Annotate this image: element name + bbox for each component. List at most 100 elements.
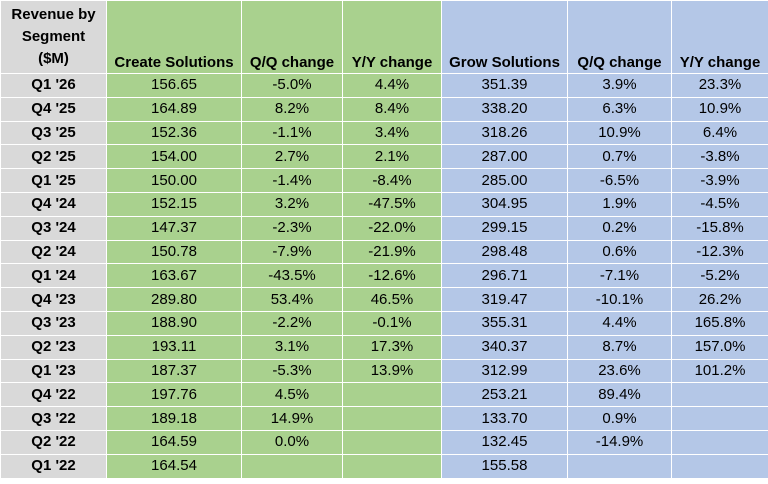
- grow-qq-cell: 1.9%: [567, 191, 672, 217]
- grow-yy-cell: 10.9%: [671, 96, 768, 122]
- quarter-cell: Q3 '24: [0, 215, 107, 241]
- grow-solutions-cell: 132.45: [441, 429, 568, 455]
- create-qq-cell: 3.1%: [241, 334, 343, 360]
- create-qq-cell: -5.3%: [241, 358, 343, 384]
- grow-yy-cell: -3.8%: [671, 144, 768, 170]
- quarter-cell: Q1 '25: [0, 168, 107, 193]
- create-yy-cell: 2.1%: [342, 144, 442, 170]
- grow-qq-cell: 10.9%: [567, 120, 672, 146]
- create-qq-cell: 14.9%: [241, 406, 343, 431]
- grow-yy-cell: 157.0%: [671, 334, 768, 360]
- create-solutions-cell: 289.80: [106, 287, 242, 312]
- header-create-qq: Q/Q change: [241, 0, 343, 74]
- grow-qq-cell: 89.4%: [567, 382, 672, 408]
- quarter-cell: Q1 '23: [0, 358, 107, 384]
- create-qq-cell: -43.5%: [241, 263, 343, 289]
- create-solutions-cell: 164.89: [106, 96, 242, 122]
- create-qq-cell: -1.1%: [241, 120, 343, 146]
- create-qq-cell: 2.7%: [241, 144, 343, 170]
- grow-qq-cell: -14.9%: [567, 429, 672, 455]
- header-row: Revenue by Segment ($M) Create Solutions…: [0, 0, 768, 74]
- quarter-cell: Q4 '25: [0, 96, 107, 122]
- table-row: Q3 '25 152.36 -1.1% 3.4% 318.26 10.9% 6.4%: [0, 120, 768, 146]
- create-solutions-cell: 189.18: [106, 406, 242, 431]
- create-solutions-cell: 197.76: [106, 382, 242, 408]
- header-grow-yy: Y/Y change: [671, 0, 768, 74]
- create-solutions-cell: 147.37: [106, 215, 242, 241]
- grow-yy-cell: -3.9%: [671, 168, 768, 193]
- grow-yy-cell: -15.8%: [671, 215, 768, 241]
- quarter-cell: Q4 '23: [0, 287, 107, 312]
- create-qq-cell: -1.4%: [241, 168, 343, 193]
- table-row: Q2 '23 193.11 3.1% 17.3% 340.37 8.7% 157.0%: [0, 334, 768, 360]
- grow-qq-cell: 23.6%: [567, 358, 672, 384]
- grow-qq-cell: 0.6%: [567, 239, 672, 265]
- create-solutions-cell: 164.59: [106, 429, 242, 455]
- grow-solutions-cell: 351.39: [441, 73, 568, 98]
- grow-qq-cell: 0.2%: [567, 215, 672, 241]
- grow-solutions-cell: 298.48: [441, 239, 568, 265]
- header-create-yy: Y/Y change: [342, 0, 442, 74]
- grow-solutions-cell: 133.70: [441, 406, 568, 431]
- grow-yy-cell: 6.4%: [671, 120, 768, 146]
- create-yy-cell: 13.9%: [342, 358, 442, 384]
- grow-yy-cell: 26.2%: [671, 287, 768, 312]
- table-row: Q2 '25 154.00 2.7% 2.1% 287.00 0.7% -3.8%: [0, 144, 768, 170]
- create-yy-cell: 3.4%: [342, 120, 442, 146]
- grow-yy-cell: [671, 453, 768, 479]
- header-grow-qq: Q/Q change: [567, 0, 672, 74]
- create-solutions-cell: 154.00: [106, 144, 242, 170]
- header-create-solutions: Create Solutions: [106, 0, 242, 74]
- table-row: Q3 '24 147.37 -2.3% -22.0% 299.15 0.2% -15.8%: [0, 215, 768, 241]
- corner-header-line: Revenue by: [11, 6, 96, 23]
- create-qq-cell: -2.3%: [241, 215, 343, 241]
- grow-qq-cell: 8.7%: [567, 334, 672, 360]
- create-solutions-cell: 188.90: [106, 310, 242, 336]
- grow-solutions-cell: 312.99: [441, 358, 568, 384]
- table-row: Q4 '22 197.76 4.5% 253.21 89.4%: [0, 382, 768, 408]
- grow-solutions-cell: 155.58: [441, 453, 568, 479]
- create-solutions-cell: 150.78: [106, 239, 242, 265]
- create-yy-cell: -8.4%: [342, 168, 442, 193]
- corner-header-line: Segment: [21, 28, 86, 45]
- quarter-cell: Q2 '22: [0, 429, 107, 455]
- table-row: Q2 '22 164.59 0.0% 132.45 -14.9%: [0, 429, 768, 455]
- grow-yy-cell: -12.3%: [671, 239, 768, 265]
- grow-solutions-cell: 355.31: [441, 310, 568, 336]
- grow-qq-cell: 6.3%: [567, 96, 672, 122]
- create-solutions-cell: 163.67: [106, 263, 242, 289]
- grow-solutions-cell: 299.15: [441, 215, 568, 241]
- grow-solutions-cell: 318.26: [441, 120, 568, 146]
- create-yy-cell: [342, 406, 442, 431]
- table-row: Q1 '26 156.65 -5.0% 4.4% 351.39 3.9% 23.3%: [0, 73, 768, 98]
- table-row: Q2 '24 150.78 -7.9% -21.9% 298.48 0.6% -12.3%: [0, 239, 768, 265]
- create-solutions-cell: 152.15: [106, 191, 242, 217]
- quarter-cell: Q1 '26: [0, 73, 107, 98]
- grow-qq-cell: [567, 453, 672, 479]
- create-yy-cell: [342, 453, 442, 479]
- grow-solutions-cell: 287.00: [441, 144, 568, 170]
- quarter-cell: Q2 '24: [0, 239, 107, 265]
- grow-yy-cell: [671, 429, 768, 455]
- create-solutions-cell: 187.37: [106, 358, 242, 384]
- create-solutions-cell: 150.00: [106, 168, 242, 193]
- grow-yy-cell: [671, 382, 768, 408]
- quarter-cell: Q1 '24: [0, 263, 107, 289]
- create-yy-cell: [342, 429, 442, 455]
- table-row: Q4 '24 152.15 3.2% -47.5% 304.95 1.9% -4.5%: [0, 191, 768, 217]
- grow-solutions-cell: 296.71: [441, 263, 568, 289]
- grow-qq-cell: -6.5%: [567, 168, 672, 193]
- grow-solutions-cell: 319.47: [441, 287, 568, 312]
- quarter-cell: Q1 '22: [0, 453, 107, 479]
- corner-header-line: ($M): [38, 50, 69, 67]
- create-solutions-cell: 164.54: [106, 453, 242, 479]
- create-yy-cell: -0.1%: [342, 310, 442, 336]
- create-qq-cell: 53.4%: [241, 287, 343, 312]
- table-row: Q1 '24 163.67 -43.5% -12.6% 296.71 -7.1% -5.2%: [0, 263, 768, 289]
- create-yy-cell: -21.9%: [342, 239, 442, 265]
- create-yy-cell: [342, 382, 442, 408]
- table-row: Q4 '23 289.80 53.4% 46.5% 319.47 -10.1% 26.2%: [0, 287, 768, 312]
- create-yy-cell: 4.4%: [342, 73, 442, 98]
